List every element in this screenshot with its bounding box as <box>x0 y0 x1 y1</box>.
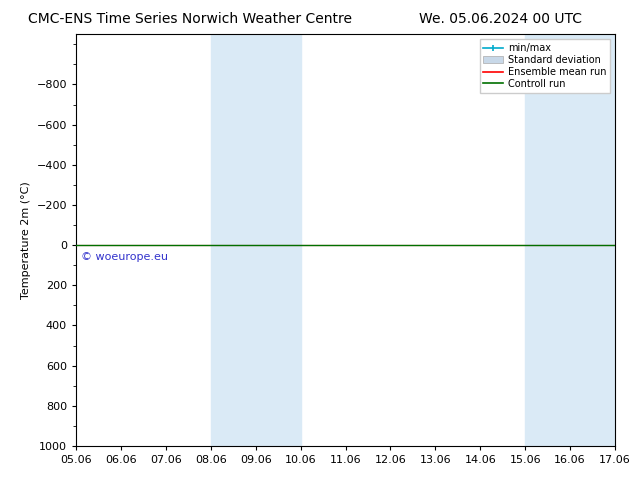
Text: CMC-ENS Time Series Norwich Weather Centre: CMC-ENS Time Series Norwich Weather Cent… <box>28 12 353 26</box>
Text: © woeurope.eu: © woeurope.eu <box>81 252 169 262</box>
Legend: min/max, Standard deviation, Ensemble mean run, Controll run: min/max, Standard deviation, Ensemble me… <box>479 39 610 93</box>
Bar <box>525 34 615 446</box>
Text: We. 05.06.2024 00 UTC: We. 05.06.2024 00 UTC <box>419 12 583 26</box>
Bar <box>210 34 256 446</box>
Y-axis label: Temperature 2m (°C): Temperature 2m (°C) <box>21 181 31 299</box>
Bar <box>256 34 301 446</box>
